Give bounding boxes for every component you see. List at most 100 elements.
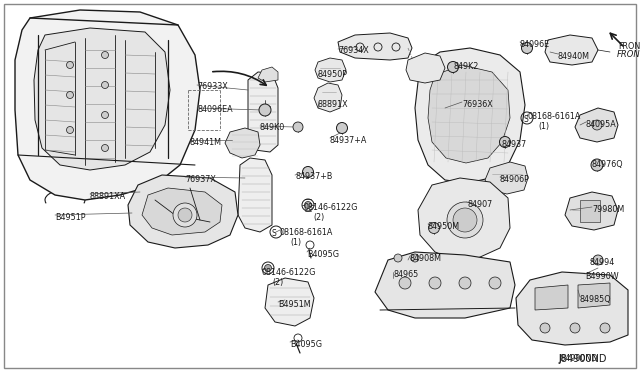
Polygon shape bbox=[535, 285, 568, 310]
Polygon shape bbox=[315, 58, 346, 82]
Circle shape bbox=[540, 323, 550, 333]
Text: 79980M: 79980M bbox=[592, 205, 624, 214]
Circle shape bbox=[593, 255, 603, 265]
Text: 84908M: 84908M bbox=[410, 254, 442, 263]
Circle shape bbox=[394, 254, 402, 262]
Text: (1): (1) bbox=[538, 122, 549, 131]
Text: 84950M: 84950M bbox=[428, 222, 460, 231]
Circle shape bbox=[499, 137, 511, 148]
Text: 84950P: 84950P bbox=[318, 70, 348, 79]
Text: J84900ND: J84900ND bbox=[558, 354, 597, 363]
Text: 84965: 84965 bbox=[393, 270, 419, 279]
Polygon shape bbox=[545, 35, 598, 65]
Polygon shape bbox=[406, 53, 445, 83]
Polygon shape bbox=[578, 283, 610, 308]
Text: B4951M: B4951M bbox=[278, 300, 310, 309]
Text: FRONT: FRONT bbox=[618, 42, 640, 51]
Text: 76933X: 76933X bbox=[197, 82, 228, 91]
Circle shape bbox=[305, 202, 312, 208]
Circle shape bbox=[173, 203, 197, 227]
Circle shape bbox=[293, 122, 303, 132]
Circle shape bbox=[600, 323, 610, 333]
Text: 76936X: 76936X bbox=[462, 100, 493, 109]
Polygon shape bbox=[225, 128, 260, 158]
Text: 08146-6122G: 08146-6122G bbox=[303, 203, 357, 212]
Circle shape bbox=[411, 254, 419, 262]
Polygon shape bbox=[375, 252, 515, 318]
Text: 84985Q: 84985Q bbox=[580, 295, 612, 304]
Text: 08168-6161A: 08168-6161A bbox=[280, 228, 333, 237]
Circle shape bbox=[337, 122, 348, 134]
Circle shape bbox=[67, 61, 74, 68]
Text: 84096EA: 84096EA bbox=[197, 105, 232, 114]
Text: S: S bbox=[523, 115, 528, 124]
Polygon shape bbox=[428, 65, 510, 163]
Circle shape bbox=[429, 222, 440, 234]
Text: (2): (2) bbox=[313, 213, 324, 222]
Circle shape bbox=[303, 167, 314, 177]
Polygon shape bbox=[565, 192, 618, 230]
Circle shape bbox=[102, 112, 109, 119]
Polygon shape bbox=[516, 272, 628, 345]
Text: 84095A: 84095A bbox=[586, 120, 617, 129]
Text: FRONT: FRONT bbox=[617, 50, 640, 59]
Text: 76937X: 76937X bbox=[185, 175, 216, 184]
Text: 84937+B: 84937+B bbox=[295, 172, 332, 181]
Circle shape bbox=[570, 323, 580, 333]
Text: 88891X: 88891X bbox=[318, 100, 349, 109]
Text: 849K0: 849K0 bbox=[260, 123, 285, 132]
Circle shape bbox=[67, 126, 74, 134]
Circle shape bbox=[429, 277, 441, 289]
Text: 08168-6161A: 08168-6161A bbox=[528, 112, 581, 121]
Circle shape bbox=[178, 208, 192, 222]
Circle shape bbox=[399, 277, 411, 289]
Circle shape bbox=[489, 277, 501, 289]
Text: J84900ND: J84900ND bbox=[558, 354, 607, 364]
Circle shape bbox=[67, 92, 74, 99]
Circle shape bbox=[459, 277, 471, 289]
Polygon shape bbox=[248, 72, 278, 152]
Text: 84940M: 84940M bbox=[558, 52, 590, 61]
Circle shape bbox=[591, 159, 603, 171]
Circle shape bbox=[102, 51, 109, 58]
Polygon shape bbox=[485, 162, 528, 194]
Text: 88891XA: 88891XA bbox=[90, 192, 126, 201]
Polygon shape bbox=[238, 158, 272, 232]
Polygon shape bbox=[265, 278, 314, 326]
Text: B4095G: B4095G bbox=[290, 340, 322, 349]
Text: 84941M: 84941M bbox=[190, 138, 222, 147]
Text: 84906P: 84906P bbox=[500, 175, 530, 184]
Text: 84937+A: 84937+A bbox=[330, 136, 367, 145]
Text: 84096E: 84096E bbox=[520, 40, 550, 49]
Polygon shape bbox=[258, 67, 278, 82]
Text: B4951P: B4951P bbox=[55, 213, 86, 222]
Circle shape bbox=[102, 144, 109, 151]
Polygon shape bbox=[15, 10, 200, 200]
Text: 08146-6122G: 08146-6122G bbox=[262, 268, 316, 277]
Text: (2): (2) bbox=[272, 278, 284, 287]
Polygon shape bbox=[314, 83, 342, 112]
Circle shape bbox=[102, 81, 109, 89]
Polygon shape bbox=[128, 175, 238, 248]
Circle shape bbox=[453, 208, 477, 232]
Circle shape bbox=[522, 42, 532, 54]
Text: B4990W: B4990W bbox=[585, 272, 619, 281]
Polygon shape bbox=[580, 200, 600, 222]
Polygon shape bbox=[142, 188, 222, 235]
Text: 84976Q: 84976Q bbox=[592, 160, 623, 169]
Circle shape bbox=[259, 104, 271, 116]
Circle shape bbox=[447, 61, 458, 73]
Circle shape bbox=[264, 264, 271, 272]
Text: (1): (1) bbox=[290, 238, 301, 247]
Text: 84907: 84907 bbox=[467, 200, 492, 209]
Polygon shape bbox=[338, 33, 412, 60]
Text: 849K2: 849K2 bbox=[453, 62, 478, 71]
Text: 76934X: 76934X bbox=[338, 46, 369, 55]
Polygon shape bbox=[34, 28, 170, 170]
Text: S: S bbox=[272, 229, 276, 238]
Circle shape bbox=[447, 202, 483, 238]
Polygon shape bbox=[415, 48, 525, 183]
Polygon shape bbox=[418, 178, 510, 260]
Text: 84937: 84937 bbox=[502, 140, 527, 149]
Text: 84994: 84994 bbox=[590, 258, 615, 267]
